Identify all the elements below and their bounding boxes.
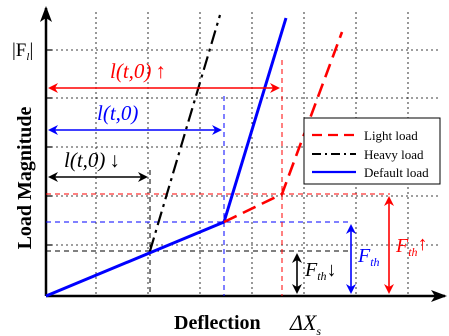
heavy-load-curve	[148, 14, 222, 252]
default-guides	[46, 96, 350, 296]
light-guides	[46, 60, 390, 296]
y-axis-symbol: |Fl|	[12, 40, 33, 63]
f-heavy-label: Fth↓	[304, 259, 337, 283]
legend-default-label: Default load	[364, 165, 429, 180]
y-axis-label: Load Magnitude	[14, 106, 36, 249]
l-light-label: l(t,0) ↑	[110, 59, 166, 83]
heavy-guides	[46, 170, 350, 296]
legend-heavy-label: Heavy load	[364, 147, 424, 162]
f-default-label: Fth	[357, 245, 380, 269]
x-axis-label: Deflection	[174, 312, 261, 334]
light-load-curve	[223, 31, 344, 224]
l-heavy-label: l(t,0) ↓	[64, 148, 120, 172]
axes	[40, 6, 447, 302]
x-axis-symbol: ΔXs	[289, 310, 321, 336]
legend: Light load Heavy load Default load	[303, 117, 441, 185]
legend-light-label: Light load	[364, 128, 418, 143]
y-axis-ticks	[46, 49, 52, 246]
l-default-label: l(t,0)	[97, 101, 138, 125]
f-light-label: Fth↑	[395, 233, 428, 259]
